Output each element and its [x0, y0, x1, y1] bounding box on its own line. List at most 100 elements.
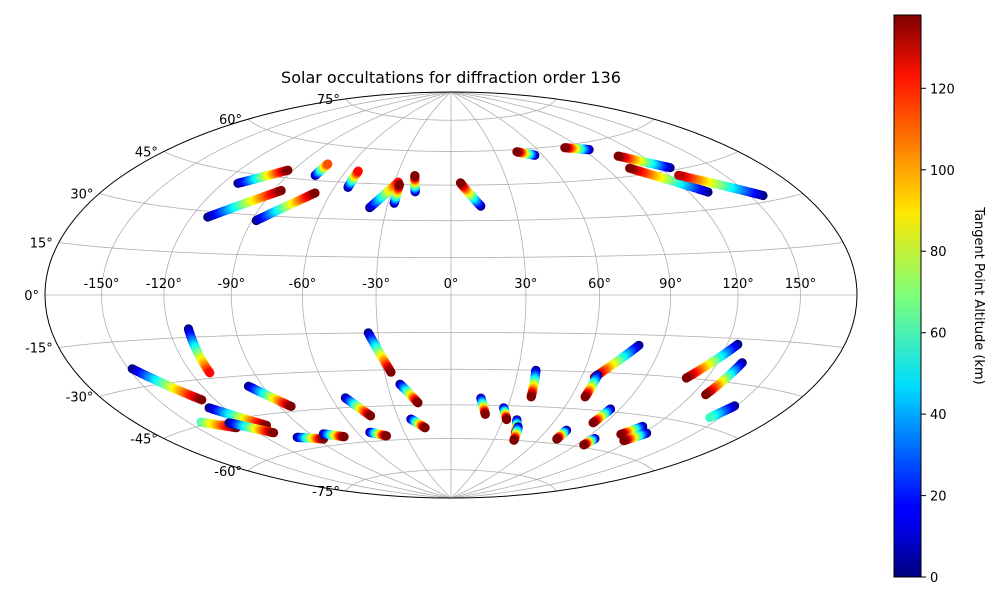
track-point [323, 159, 333, 169]
parallel-gridline [99, 368, 803, 397]
occultation-track [499, 403, 512, 425]
occultation-track [183, 324, 215, 378]
track-point [276, 185, 286, 196]
longitude-tick-label: 90° [659, 277, 682, 292]
colorbar-label: Tangent Point Altitude (km) [971, 206, 986, 384]
colorbar-ticks: 0 20 40 60 80 100 120 [921, 82, 955, 586]
occultation-track [552, 425, 572, 444]
track-point [366, 411, 376, 421]
occultation-track [681, 339, 743, 383]
occultation-track [705, 401, 740, 423]
occultation-track [526, 365, 541, 402]
longitude-tick-label: -30° [362, 277, 390, 292]
track-point [286, 401, 296, 411]
track-point [625, 163, 635, 173]
parallel-gridline [58, 242, 844, 258]
occultation-track [318, 429, 349, 442]
occultation-track [476, 393, 490, 419]
latitude-tick-label: -45° [130, 433, 158, 448]
occultation-track [233, 165, 293, 188]
track-point [283, 165, 293, 175]
track-point [413, 398, 423, 408]
colorbar: 0 20 40 60 80 100 120 Tangent Point Altitude (… [893, 14, 986, 586]
occultation-track [363, 328, 396, 377]
track-point [394, 179, 404, 190]
occultation-track [224, 418, 279, 438]
track-point [480, 409, 490, 419]
longitude-tick-labels: -150° -120° -90° -60° -30° 0° 30° 60° 90° 120° 150… [83, 277, 816, 292]
track-point [381, 431, 392, 441]
longitude-tick-label: 30° [514, 277, 537, 292]
occultation-track [560, 143, 594, 155]
longitude-tick-label: 150° [785, 277, 816, 292]
longitude-tick-label: 60° [588, 277, 611, 292]
latitude-tick-label: -15° [25, 342, 53, 357]
track-point [701, 390, 711, 400]
latitude-tick-label: 15° [30, 237, 53, 252]
map-gridlines [45, 92, 857, 498]
track-point [512, 147, 522, 157]
track-point [526, 392, 536, 402]
track-point [681, 373, 692, 383]
occultation-track [251, 188, 320, 226]
parallel-gridline [58, 332, 844, 348]
latitude-tick-label: 60° [219, 113, 242, 128]
parallel-gridline [163, 151, 739, 186]
occultation-track [509, 422, 523, 445]
track-point [509, 435, 519, 445]
track-point [588, 418, 598, 428]
occultation-track [340, 393, 376, 421]
latitude-tick-label: -75° [312, 485, 340, 500]
occultation-track [395, 379, 423, 408]
latitude-tick-label: 30° [70, 188, 93, 203]
occultation-track [579, 434, 600, 450]
occultation-track [625, 163, 713, 197]
latitude-tick-label: -30° [66, 391, 94, 406]
track-point [560, 143, 570, 153]
latitude-tick-label: 0° [24, 289, 39, 304]
parallel-gridline [99, 193, 803, 222]
track-point [613, 151, 623, 161]
longitude-tick-label: 0° [444, 277, 459, 292]
track-point [674, 170, 684, 180]
track-point [269, 428, 279, 438]
latitude-tick-labels: 75° 60° 45° 30° 15° 0° -15° -30° -45° -60° -75° [24, 93, 340, 500]
colorbar-gradient [893, 14, 922, 578]
parallel-gridline [247, 438, 655, 472]
track-point [619, 436, 629, 446]
chart-title: Solar occultations for diffraction order… [281, 68, 621, 87]
track-point [197, 395, 207, 405]
occultation-track [243, 381, 296, 411]
longitude-tick-label: -150° [83, 277, 119, 292]
map-boundary [44, 91, 858, 499]
occultation-track [389, 179, 404, 208]
occultation-track [292, 432, 329, 444]
colorbar-tick-label: 60 [930, 327, 947, 342]
occultation-track [455, 178, 486, 211]
occultation-track [588, 404, 616, 428]
occultation-track [701, 358, 747, 400]
occultation-track [512, 147, 540, 160]
occultation-track [613, 151, 675, 173]
parallel-gridline [345, 469, 557, 492]
occultation-track [365, 427, 392, 441]
parallel-gridline [247, 118, 655, 152]
longitude-tick-label: -120° [146, 277, 182, 292]
longitude-tick-label: -90° [217, 277, 245, 292]
parallel-gridline [345, 98, 557, 121]
occultation-track [310, 159, 333, 180]
occultation-track [410, 171, 420, 197]
track-point [410, 171, 420, 181]
track-point [579, 440, 589, 450]
occultation-track [406, 414, 430, 433]
track-point [386, 367, 396, 377]
track-point [502, 414, 512, 425]
colorbar-tick-label: 120 [930, 82, 955, 97]
occultation-tracks [127, 143, 768, 450]
track-point [580, 392, 590, 402]
occultation-track [674, 170, 768, 201]
track-point [205, 368, 215, 378]
track-point [420, 423, 430, 433]
occultation-track [580, 370, 603, 402]
